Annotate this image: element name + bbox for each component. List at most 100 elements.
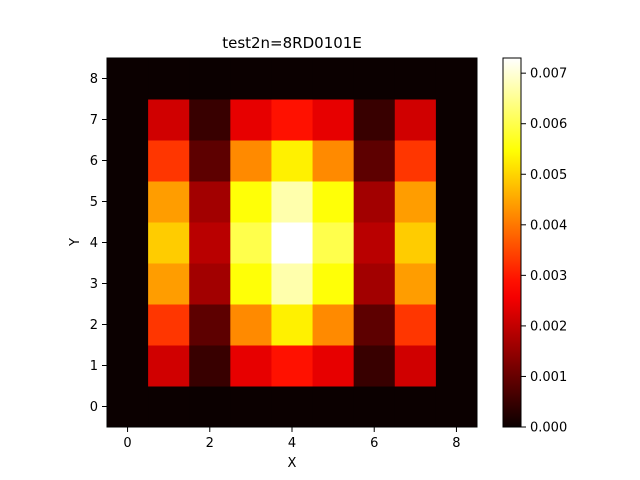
x-tick-label: 2 [206,436,214,451]
heatmap-cell [189,263,231,305]
heatmap-cell [107,140,149,182]
colorbar-tick-label: 0.005 [530,168,567,183]
heatmap-cell [435,140,478,182]
heatmap-cell [107,58,149,100]
heatmap-cell [312,181,355,223]
heatmap-cell [271,99,314,141]
x-axis-label: X [288,456,297,471]
heatmap-cell [230,345,272,387]
x-tick-label: 8 [452,436,460,451]
heatmap-cell [107,99,149,141]
heatmap-cell [271,263,314,305]
heatmap-cell [435,345,478,387]
colorbar-tick-label: 0.000 [530,421,567,436]
colorbar-frame [502,57,522,428]
heatmap-cell [312,222,355,264]
heatmap-cell [148,345,190,387]
x-axis-ticks: 0 2 4 6 8 [123,427,461,451]
heatmap-cell [394,263,437,305]
heatmap-cell [189,304,231,346]
heatmap-cell [230,58,272,100]
heatmap-cell [271,304,314,346]
heatmap-cell [230,386,272,428]
heatmap-cell [435,304,478,346]
y-tick-label: 1 [90,359,98,374]
heatmap-cell [107,304,149,346]
heatmap-cell [312,304,355,346]
heatmap-cell [353,263,396,305]
heatmap-cell [230,304,272,346]
heatmap-cell [435,263,478,305]
heatmap-cell [435,386,478,428]
heatmap-cell [148,386,190,428]
colorbar [503,58,521,427]
heatmap-cell [394,181,437,223]
heatmap-cell [353,222,396,264]
x-tick-label: 4 [288,436,296,451]
heatmap-cell [435,222,478,264]
heatmap-cell [148,263,190,305]
heatmap-cell [394,386,437,428]
heatmap-cell [353,181,396,223]
heatmap-cell [189,140,231,182]
heatmap-cell [107,386,149,428]
heatmap-cell [230,222,272,264]
heatmap-cell [394,58,437,100]
heatmap-cells [107,58,478,428]
heatmap-cell [107,181,149,223]
heatmap-cell [435,58,478,100]
colorbar-tick-label: 0.002 [530,319,567,334]
heatmap-cell [435,181,478,223]
colorbar-tick-label: 0.004 [530,218,567,233]
heatmap-cell [271,222,314,264]
x-tick-label: 6 [370,436,378,451]
x-tick-label: 0 [123,436,131,451]
heatmap-cell [312,58,355,100]
heatmap-cell [148,140,190,182]
colorbar-tick-label: 0.007 [530,67,567,82]
y-tick-label: 7 [90,113,98,128]
y-tick-label: 5 [90,195,98,210]
heatmap-cell [312,99,355,141]
heatmap-cell [353,58,396,100]
heatmap-cell [189,345,231,387]
heatmap-cell [394,99,437,141]
heatmap-cell [148,58,190,100]
heatmap-cell [394,140,437,182]
heatmap-cell [271,181,314,223]
heatmap-cell [271,140,314,182]
colorbar-tick-label: 0.003 [530,269,567,284]
y-axis-ticks: 0 1 2 3 4 5 6 7 8 [90,72,107,415]
heatmap-cell [312,263,355,305]
heatmap-cell [394,304,437,346]
heatmap-cell [312,345,355,387]
heatmap-cell [230,263,272,305]
heatmap-cell [189,99,231,141]
y-axis-label: Y [68,238,83,247]
heatmap-cell [189,181,231,223]
heatmap-cell [107,345,149,387]
heatmap-cell [148,304,190,346]
heatmap-cell [312,386,355,428]
colorbar-tick-label: 0.001 [530,370,567,385]
heatmap-cell [271,345,314,387]
y-tick-label: 0 [90,400,98,415]
heatmap-cell [148,181,190,223]
colorbar-ticks: 0.000 0.001 0.002 0.003 0.004 0.005 0.006 0.007 [521,67,567,436]
heatmap-cell [353,140,396,182]
heatmap-cell [107,263,149,305]
chart-title: test2n=8RD0101E [222,34,362,52]
heatmap-cell [435,99,478,141]
heatmap-cell [353,345,396,387]
heatmap-cell [148,99,190,141]
heatmap-cell [148,222,190,264]
y-tick-label: 8 [90,72,98,87]
heatmap-cell [230,99,272,141]
heatmap-cell [394,222,437,264]
heatmap-cell [189,222,231,264]
heatmap-cell [230,140,272,182]
heatmap-cell [312,140,355,182]
y-tick-label: 3 [90,277,98,292]
heatmap-cell [271,386,314,428]
